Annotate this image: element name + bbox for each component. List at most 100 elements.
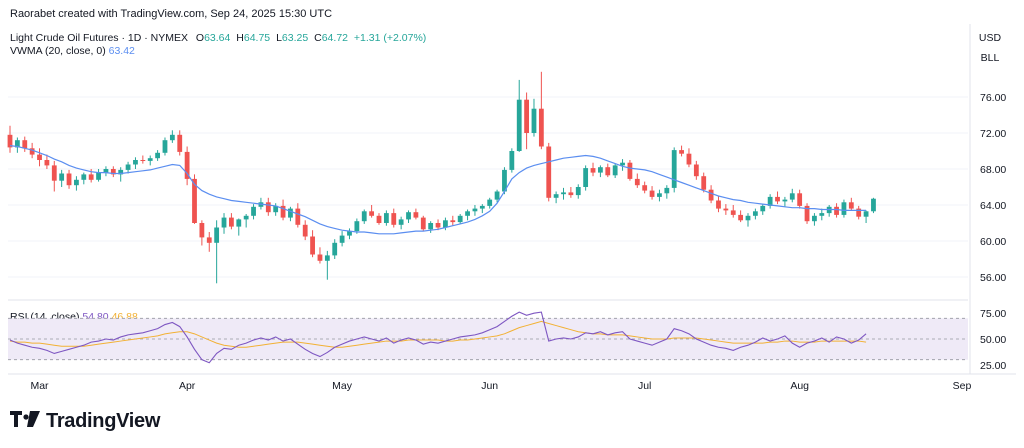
candle-body [295, 208, 301, 225]
rsi-tick-label: 75.00 [980, 308, 1006, 320]
candle-body [538, 108, 544, 147]
candle [538, 71, 544, 150]
candle-body [841, 202, 847, 215]
candle-body [406, 212, 411, 220]
candle-body [775, 196, 780, 202]
candle-body [51, 165, 57, 181]
candle-body [605, 167, 611, 176]
candle [236, 218, 242, 236]
candle [74, 176, 79, 191]
candle-body [730, 210, 736, 215]
candle [789, 188, 795, 203]
candle-body [671, 150, 677, 188]
high-label: H [236, 32, 244, 44]
price-tick-label: 68.00 [980, 164, 1006, 176]
close-value: 64.72 [321, 32, 348, 44]
unit-label[interactable]: BLL [980, 52, 1000, 64]
candle [693, 160, 699, 180]
vwma-line [9, 145, 867, 235]
candle-body [664, 187, 670, 194]
candle-body [59, 173, 65, 181]
candle-body [229, 217, 234, 227]
candle [66, 169, 72, 189]
candle [649, 186, 655, 200]
price-tick-label: 76.00 [980, 92, 1006, 104]
candle-body [553, 194, 559, 198]
candle-body [561, 192, 566, 195]
candle [701, 172, 707, 193]
candle [147, 155, 153, 166]
candle-body [22, 140, 28, 149]
candle [199, 220, 205, 246]
open-value: 63.64 [204, 32, 231, 44]
time-axis: MarAprMayJunJulAugSepOct [8, 24, 1016, 392]
candle-body [546, 146, 552, 198]
candle [502, 167, 507, 195]
high-value: 64.75 [243, 32, 271, 44]
candle-body [457, 215, 463, 223]
candle-body [147, 158, 153, 161]
candle [826, 205, 832, 217]
low-label: L [276, 32, 282, 44]
candle-body [856, 208, 862, 217]
candle [383, 210, 389, 226]
candle-body [516, 99, 522, 151]
price-grid [8, 96, 968, 278]
candle-body [583, 168, 589, 187]
candle-body [524, 99, 529, 133]
candle [37, 148, 42, 167]
candle-body [863, 211, 869, 217]
candle-body [369, 211, 375, 216]
candle-body [206, 237, 212, 243]
time-tick-label: Aug [790, 380, 809, 392]
candle [133, 157, 138, 169]
tradingview-logo-icon [10, 411, 40, 432]
candle [51, 160, 57, 192]
candle-body [634, 178, 640, 186]
candle [479, 204, 485, 214]
candle [324, 250, 330, 280]
candle [280, 199, 286, 221]
candle [103, 166, 109, 177]
candle-body [66, 173, 72, 186]
candle-body [443, 220, 448, 228]
candle-body [391, 213, 397, 225]
candle-body [797, 193, 803, 206]
candle-body [251, 206, 256, 216]
candle [634, 173, 640, 188]
candle [745, 213, 751, 227]
candle [214, 220, 220, 284]
candle-body [679, 150, 684, 154]
candle [339, 231, 345, 247]
candle [428, 221, 434, 233]
candle-body [413, 212, 419, 218]
currency-label[interactable]: USD [978, 32, 1002, 44]
price-legend: Light Crude Oil Futures · 1D · NYMEX O63… [10, 32, 426, 58]
footer-brand[interactable]: TradingView [10, 410, 160, 433]
candle [184, 146, 190, 186]
candle [856, 205, 862, 220]
candle [620, 159, 625, 171]
candle-body [243, 215, 249, 220]
symbol-title: Light Crude Oil Futures · 1D · NYMEX [10, 32, 188, 44]
candle [775, 191, 780, 205]
candle-body [789, 193, 795, 200]
candle-body [88, 174, 94, 180]
candle [782, 196, 788, 207]
candle-body [177, 134, 183, 152]
candle-body [834, 206, 839, 215]
candle [96, 169, 101, 182]
candlestick-chart[interactable]: 76.00 72.00 68.00 64.00 60.00 56.00 75.00 50.0… [0, 0, 1024, 400]
rsi-ma-line [9, 320, 867, 348]
candle-body [701, 176, 707, 190]
price-tick-label: 72.00 [980, 128, 1006, 140]
rsi-tick-label: 50.00 [980, 334, 1006, 346]
time-tick-label: Mar [30, 380, 49, 392]
brand-name: TradingView [46, 410, 161, 432]
rsi-pane: 75.00 50.00 25.00 [8, 299, 1006, 372]
candle-body [7, 134, 13, 148]
time-tick-label: May [332, 380, 353, 392]
candle [391, 208, 397, 228]
candle-body [509, 151, 515, 170]
candle [494, 189, 500, 203]
